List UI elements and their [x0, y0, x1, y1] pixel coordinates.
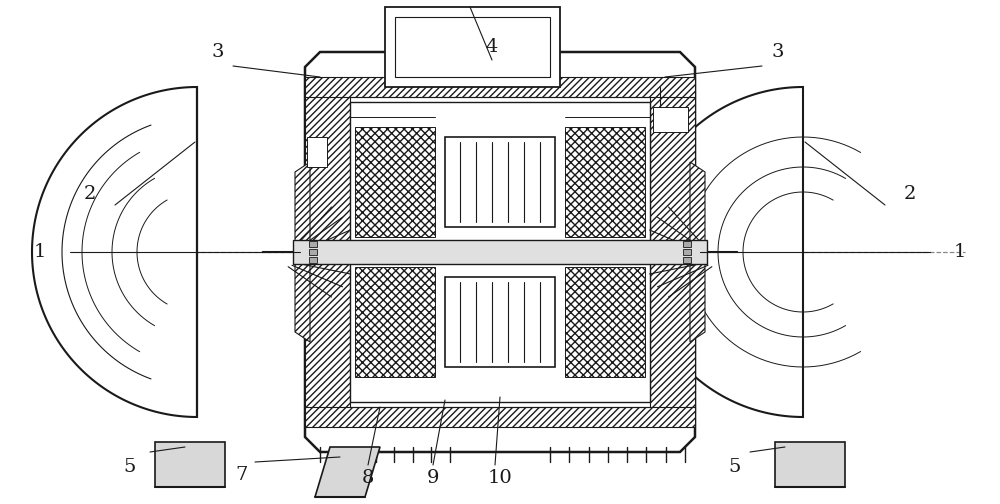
Bar — [355, 127, 435, 237]
Bar — [683, 241, 691, 247]
Bar — [683, 257, 691, 263]
Bar — [350, 102, 650, 247]
Polygon shape — [295, 162, 310, 252]
Bar — [305, 92, 350, 247]
Polygon shape — [638, 87, 803, 417]
Bar — [305, 77, 695, 97]
Bar — [445, 277, 555, 367]
Bar — [293, 240, 707, 264]
Bar — [653, 107, 688, 132]
Bar — [309, 249, 317, 255]
Polygon shape — [305, 252, 695, 452]
Text: 1: 1 — [34, 243, 46, 261]
Bar — [445, 137, 555, 227]
Bar — [307, 137, 327, 167]
Polygon shape — [315, 447, 380, 497]
Text: 9: 9 — [427, 469, 439, 487]
Bar — [683, 249, 691, 255]
Text: 10: 10 — [488, 469, 512, 487]
Bar — [650, 92, 695, 247]
Bar — [305, 257, 350, 412]
Text: 4: 4 — [486, 38, 498, 56]
Bar — [309, 241, 317, 247]
Polygon shape — [32, 87, 197, 417]
Text: 7: 7 — [236, 466, 248, 484]
Text: 1: 1 — [954, 243, 966, 261]
Bar — [309, 257, 317, 263]
Bar — [350, 257, 650, 402]
Text: 3: 3 — [772, 43, 784, 61]
Polygon shape — [775, 442, 845, 487]
Polygon shape — [690, 162, 705, 252]
Bar — [650, 257, 695, 412]
Text: 8: 8 — [362, 469, 374, 487]
Bar — [355, 267, 435, 377]
Bar — [565, 127, 645, 237]
Text: 2: 2 — [84, 185, 96, 203]
Bar — [395, 17, 550, 77]
Text: 3: 3 — [212, 43, 224, 61]
Polygon shape — [690, 252, 705, 342]
Text: 5: 5 — [124, 458, 136, 476]
Bar — [305, 407, 695, 427]
Bar — [385, 7, 560, 87]
Text: 2: 2 — [904, 185, 916, 203]
Polygon shape — [155, 442, 225, 487]
Bar — [565, 267, 645, 377]
Text: 5: 5 — [729, 458, 741, 476]
Polygon shape — [305, 52, 695, 252]
Polygon shape — [295, 252, 310, 342]
